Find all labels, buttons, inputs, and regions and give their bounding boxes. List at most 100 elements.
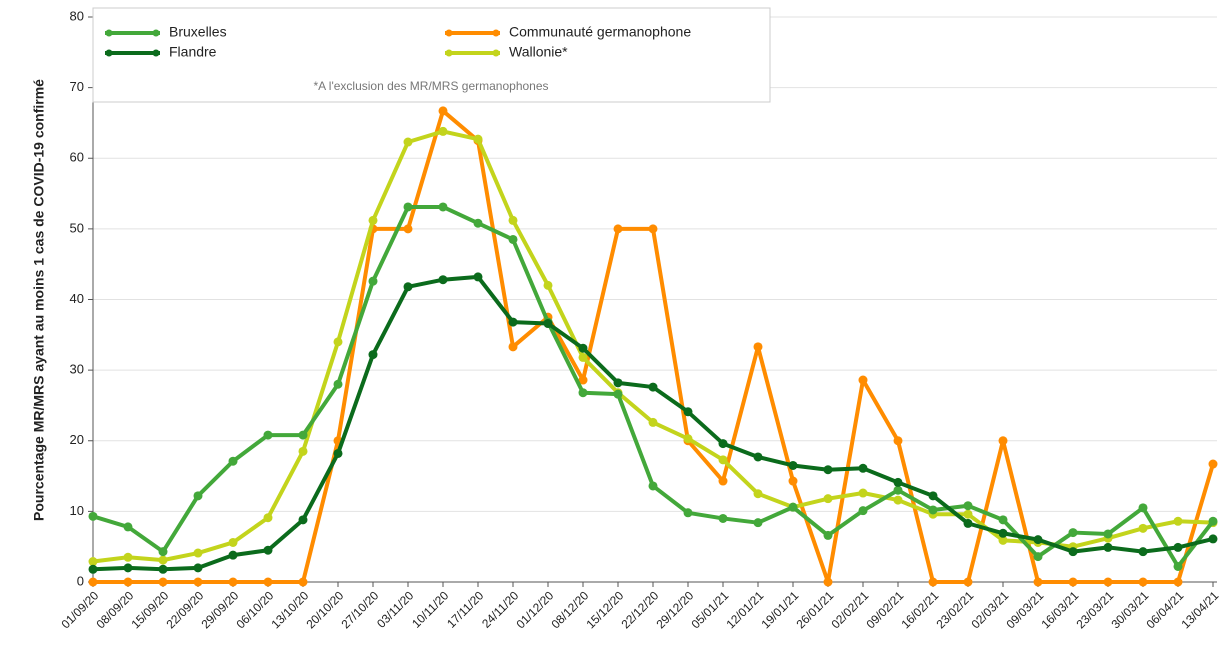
legend-swatch <box>152 29 160 37</box>
data-point <box>648 382 658 392</box>
data-point <box>858 463 868 473</box>
x-tick-label: 06/10/20 <box>233 588 276 631</box>
data-point <box>648 481 658 491</box>
y-tick-label: 70 <box>70 79 84 94</box>
data-point <box>368 215 378 225</box>
data-point <box>438 202 448 212</box>
data-point <box>893 485 903 495</box>
y-axis-label: Pourcentage MR/MRS ayant au moins 1 cas … <box>31 79 47 521</box>
data-point <box>1068 528 1078 538</box>
data-point <box>193 577 203 587</box>
data-point <box>368 276 378 286</box>
data-point <box>228 577 238 587</box>
x-tick-label: 09/02/21 <box>863 588 906 631</box>
data-point <box>788 460 798 470</box>
data-point <box>893 436 903 446</box>
data-point <box>473 218 483 228</box>
data-point <box>753 452 763 462</box>
data-point <box>788 502 798 512</box>
x-tick-label: 03/11/20 <box>374 588 417 631</box>
legend-label: Wallonie* <box>509 44 568 60</box>
data-point <box>158 555 168 565</box>
legend-swatch <box>105 29 113 37</box>
data-point <box>403 224 413 234</box>
data-point <box>578 352 588 362</box>
data-point <box>928 505 938 515</box>
data-point <box>403 282 413 292</box>
data-point <box>893 477 903 487</box>
data-point <box>578 343 588 353</box>
data-point <box>1173 577 1183 587</box>
data-point <box>823 465 833 475</box>
data-point <box>998 528 1008 538</box>
data-point <box>1033 577 1043 587</box>
data-point <box>263 577 273 587</box>
data-point <box>1173 542 1183 552</box>
data-point <box>718 513 728 523</box>
data-point <box>543 280 553 290</box>
x-tick-label: 27/10/20 <box>338 588 381 631</box>
data-point <box>158 547 168 557</box>
y-tick-label: 50 <box>70 220 84 235</box>
y-tick-label: 20 <box>70 432 84 447</box>
legend-swatch <box>105 49 113 57</box>
data-point <box>1103 529 1113 539</box>
legend-swatch <box>445 29 453 37</box>
x-tick-label: 23/02/21 <box>933 588 976 631</box>
data-point <box>613 378 623 388</box>
legend-label: Flandre <box>169 44 217 60</box>
data-point <box>508 234 518 244</box>
x-tick-label: 23/03/21 <box>1073 588 1116 631</box>
data-point <box>683 434 693 444</box>
legend-box <box>92 7 771 103</box>
data-point <box>123 552 133 562</box>
x-tick-label: 17/11/20 <box>444 588 487 631</box>
x-tick-label: 29/09/20 <box>198 588 241 631</box>
data-point <box>823 577 833 587</box>
data-point <box>998 436 1008 446</box>
x-tick-label: 01/09/20 <box>58 588 101 631</box>
x-tick-label: 15/09/20 <box>128 588 171 631</box>
data-point <box>788 476 798 486</box>
data-point <box>578 375 588 385</box>
data-point <box>858 375 868 385</box>
data-point <box>1138 503 1148 513</box>
x-tick-label: 01/12/20 <box>513 588 556 631</box>
data-point <box>998 515 1008 525</box>
data-point <box>963 518 973 528</box>
data-point <box>473 272 483 282</box>
legend-swatch <box>492 29 500 37</box>
x-tick-label: 05/01/21 <box>688 588 731 631</box>
data-point <box>123 563 133 573</box>
data-point <box>263 545 273 555</box>
data-point <box>578 388 588 398</box>
data-point <box>298 577 308 587</box>
legend-label: Bruxelles <box>169 24 227 40</box>
legend-label: Communauté germanophone <box>509 24 691 40</box>
x-tick-label: 13/04/21 <box>1178 588 1221 631</box>
data-point <box>263 430 273 440</box>
data-point <box>1103 542 1113 552</box>
x-tick-label: 06/04/21 <box>1143 588 1186 631</box>
data-point <box>298 430 308 440</box>
data-point <box>508 215 518 225</box>
data-point <box>1138 547 1148 557</box>
data-point <box>543 319 553 329</box>
data-point <box>858 488 868 498</box>
data-point <box>88 577 98 587</box>
data-point <box>683 407 693 417</box>
data-point <box>228 537 238 547</box>
legend-swatch <box>445 49 453 57</box>
data-point <box>368 350 378 360</box>
data-point <box>753 342 763 352</box>
data-point <box>298 515 308 525</box>
data-point <box>753 518 763 528</box>
x-tick-label: 20/10/20 <box>303 588 346 631</box>
data-point <box>333 337 343 347</box>
data-point <box>613 224 623 234</box>
data-point <box>1138 577 1148 587</box>
data-point <box>963 577 973 587</box>
data-point <box>1173 561 1183 571</box>
data-point <box>508 317 518 327</box>
